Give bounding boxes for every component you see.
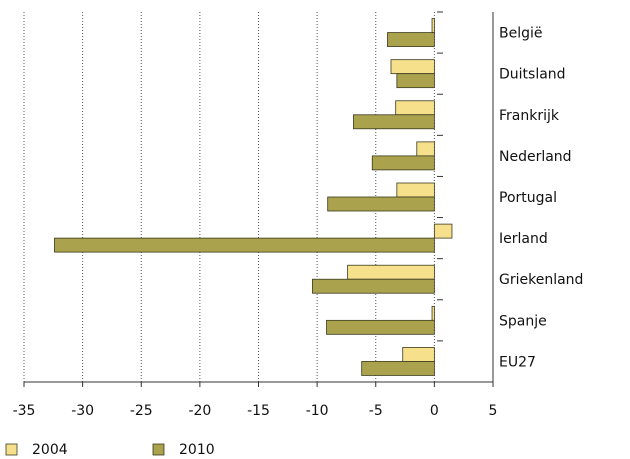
bar (416, 141, 435, 157)
category-label: Portugal (499, 190, 557, 206)
bar (402, 347, 435, 362)
bar (396, 73, 435, 89)
bar (327, 196, 435, 212)
category-label: Duitsland (499, 67, 566, 83)
category-label: Frankrijk (499, 108, 560, 124)
bar (361, 361, 435, 376)
x-tick-label: -25 (130, 403, 153, 419)
bar (431, 305, 435, 321)
bar (312, 278, 435, 294)
bar (395, 100, 435, 116)
legend-swatch (152, 443, 165, 456)
x-tick-label: 5 (489, 403, 498, 419)
bar (396, 182, 435, 198)
bar (390, 59, 435, 75)
x-tick-label: -20 (188, 403, 211, 419)
legend-label: 2004 (32, 442, 68, 458)
x-tick-label: -10 (306, 403, 329, 419)
x-tick-label: -30 (71, 403, 94, 419)
legend-label: 2010 (179, 442, 215, 458)
bar (431, 18, 435, 33)
bar (387, 32, 435, 47)
bar (326, 319, 435, 335)
bar (433, 223, 453, 239)
category-label: België (499, 26, 543, 42)
bar (54, 237, 435, 253)
bar (347, 264, 435, 280)
x-tick-label: -35 (13, 403, 36, 419)
category-label: EU27 (499, 354, 536, 370)
bar (353, 114, 435, 130)
category-label: Spanje (499, 313, 547, 329)
x-tick-label: -5 (369, 403, 383, 419)
legend-swatch (5, 443, 18, 456)
bar (371, 155, 435, 171)
x-tick-label: -15 (247, 403, 270, 419)
category-label: Griekenland (499, 272, 583, 288)
category-label: Nederland (499, 149, 572, 165)
category-label: Ierland (499, 231, 548, 247)
x-tick-label: 0 (430, 403, 439, 419)
